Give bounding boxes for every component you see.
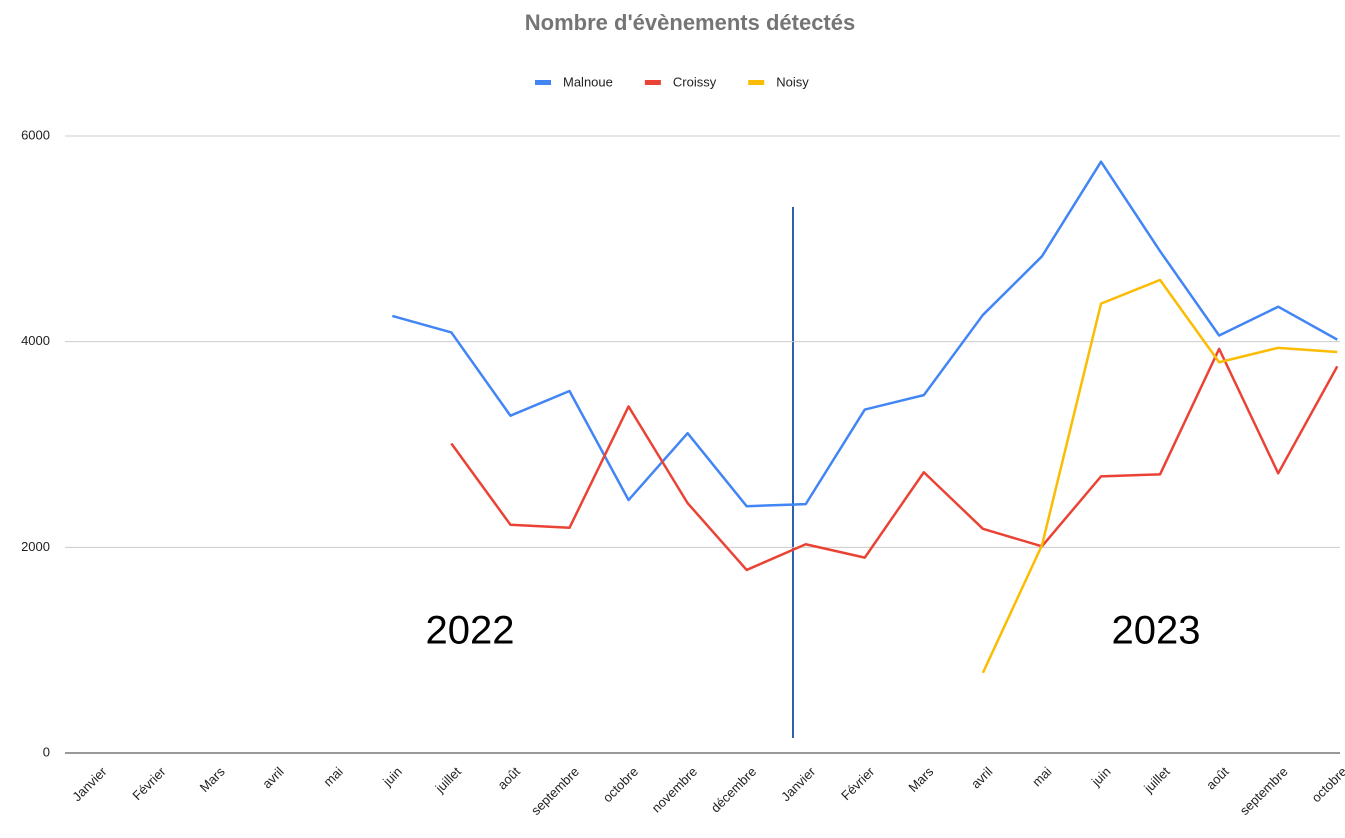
- series-line: [391, 160, 1338, 508]
- x-tick-label: mai: [1029, 764, 1054, 789]
- x-tick-label: avril: [968, 764, 996, 792]
- x-tick-label: novembre: [649, 764, 700, 815]
- series-line: [450, 347, 1339, 572]
- x-tick-label: août: [494, 764, 523, 793]
- y-tick-label: 0: [43, 744, 50, 759]
- annotation: 2022: [426, 609, 515, 653]
- x-tick-label: octobre: [600, 764, 641, 805]
- x-tick-label: Février: [129, 763, 169, 803]
- annotation: 2023: [1112, 609, 1201, 653]
- x-tick-label: Mars: [197, 764, 228, 795]
- legend-label: Malnoue: [563, 74, 613, 89]
- x-tick-label: juillet: [432, 764, 465, 797]
- legend-swatch: [644, 80, 661, 85]
- x-tick-label: mai: [320, 764, 345, 789]
- legend-label: Noisy: [776, 74, 809, 89]
- chart-title: Nombre d'évènements détectés: [525, 10, 855, 35]
- x-tick-label: juillet: [1140, 764, 1173, 797]
- y-tick-label: 4000: [21, 333, 50, 348]
- x-tick-label: Janvier: [69, 763, 110, 804]
- x-tick-label: juin: [379, 764, 405, 790]
- x-tick-label: septembre: [528, 764, 582, 818]
- y-tick-label: 2000: [21, 539, 50, 554]
- x-tick-label: Février: [838, 763, 878, 803]
- x-tick-label: Mars: [905, 764, 936, 795]
- legend-swatch: [535, 80, 551, 85]
- series-line: [981, 278, 1338, 674]
- x-tick-label: avril: [259, 764, 287, 792]
- x-tick-label: septembre: [1237, 764, 1291, 818]
- legend-swatch: [748, 80, 765, 85]
- x-tick-label: décembre: [708, 764, 759, 815]
- legend-label: Croissy: [673, 74, 717, 89]
- y-tick-label: 6000: [21, 127, 50, 142]
- x-tick-label: août: [1203, 764, 1232, 793]
- x-tick-label: Janvier: [778, 763, 819, 804]
- x-tick-label: juin: [1088, 764, 1114, 790]
- x-tick-label: octobre: [1309, 764, 1345, 805]
